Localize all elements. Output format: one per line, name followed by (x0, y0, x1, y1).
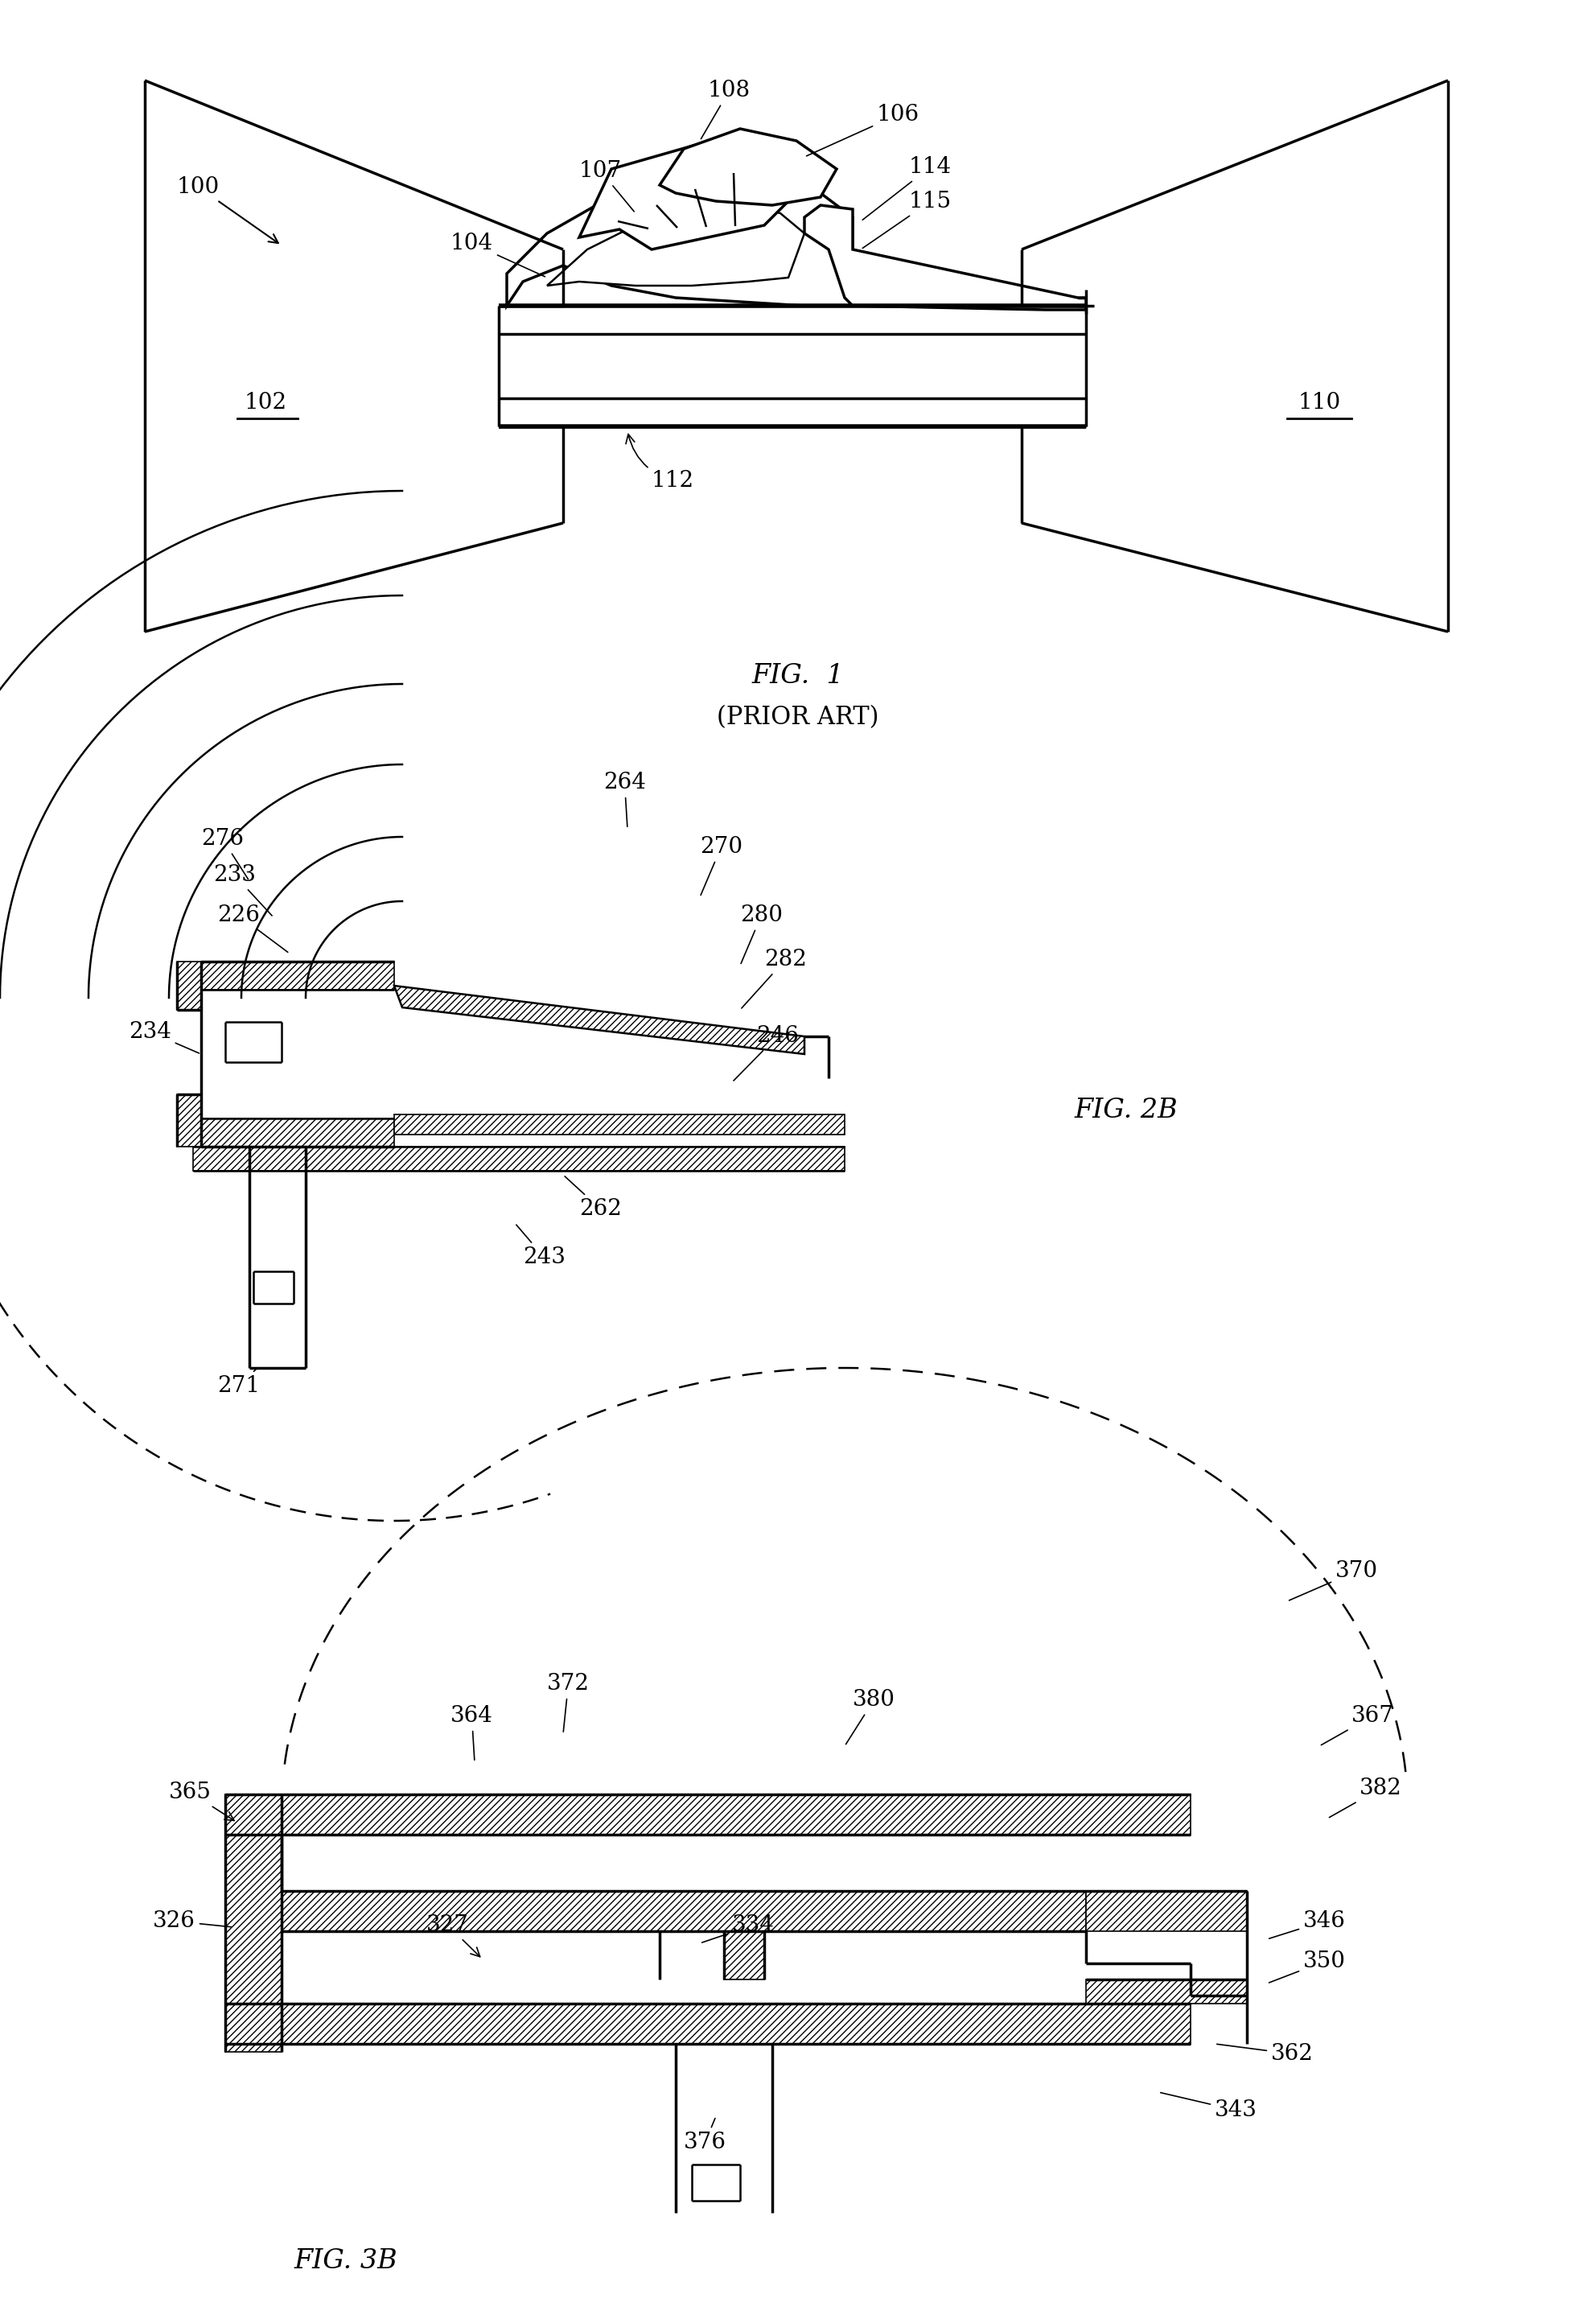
Text: 233: 233 (214, 863, 271, 917)
Bar (281, 1891, 1085, 1931)
Text: 110: 110 (1298, 391, 1341, 412)
Text: 226: 226 (217, 905, 287, 951)
Text: FIG.  1: FIG. 1 (752, 662, 844, 690)
Bar (1085, 1891, 1246, 1931)
Text: 362: 362 (1216, 2044, 1314, 2065)
Text: 115: 115 (862, 190, 951, 248)
Bar (225, 2002, 1191, 2044)
Polygon shape (659, 130, 836, 206)
Bar (225, 1794, 281, 2051)
Bar (201, 961, 394, 991)
Text: FIG. 2B: FIG. 2B (1074, 1097, 1178, 1123)
Text: 334: 334 (702, 1915, 774, 1942)
Polygon shape (804, 206, 1085, 310)
Text: 262: 262 (565, 1176, 622, 1220)
Text: 104: 104 (450, 232, 544, 278)
Text: 114: 114 (862, 155, 951, 220)
Text: 102: 102 (244, 391, 287, 412)
Text: 234: 234 (129, 1021, 200, 1053)
Text: (PRIOR ART): (PRIOR ART) (717, 706, 879, 729)
Bar (1085, 1979, 1246, 2002)
Text: 327: 327 (426, 1915, 480, 1956)
Text: 264: 264 (603, 771, 646, 826)
Bar (177, 1095, 201, 1146)
Bar (201, 1118, 394, 1146)
Text: 365: 365 (169, 1783, 235, 1820)
Bar (225, 1794, 1191, 1833)
Text: 107: 107 (579, 160, 634, 211)
Text: 271: 271 (217, 1370, 260, 1396)
Polygon shape (547, 206, 804, 285)
Text: 380: 380 (846, 1690, 895, 1743)
Text: 350: 350 (1269, 1952, 1345, 1982)
Text: 108: 108 (701, 79, 750, 139)
Text: 280: 280 (741, 905, 782, 963)
Text: 326: 326 (153, 1910, 231, 1933)
Polygon shape (394, 986, 804, 1053)
Text: 364: 364 (450, 1706, 493, 1759)
Bar (394, 1114, 844, 1134)
Text: 376: 376 (683, 2118, 726, 2153)
Polygon shape (508, 174, 852, 306)
Text: 106: 106 (806, 104, 919, 155)
Text: 382: 382 (1329, 1778, 1401, 1817)
Text: 112: 112 (626, 435, 694, 491)
Bar (177, 961, 201, 1009)
Text: 243: 243 (516, 1225, 565, 1269)
Text: 367: 367 (1321, 1706, 1393, 1746)
Text: 370: 370 (1290, 1560, 1377, 1600)
Text: 343: 343 (1160, 2093, 1258, 2121)
Text: 346: 346 (1269, 1910, 1345, 1938)
Text: 372: 372 (547, 1674, 589, 1732)
Bar (193, 1146, 844, 1171)
Text: 282: 282 (742, 949, 806, 1009)
Text: 270: 270 (701, 836, 742, 896)
Text: 246: 246 (734, 1026, 798, 1081)
Text: 276: 276 (201, 829, 247, 880)
Text: 100: 100 (177, 176, 278, 243)
Bar (725, 1931, 764, 1979)
Polygon shape (579, 137, 796, 250)
Text: FIG. 3B: FIG. 3B (294, 2248, 397, 2273)
